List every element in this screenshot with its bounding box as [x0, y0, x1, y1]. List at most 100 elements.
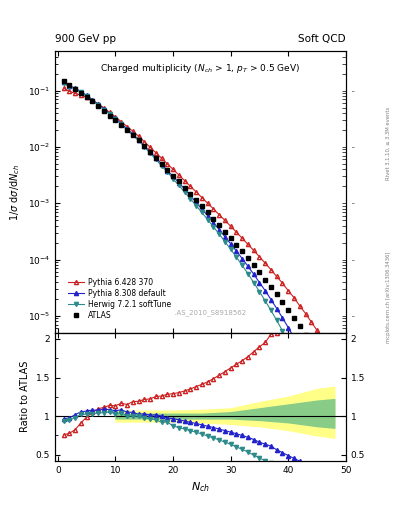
ATLAS	[182, 184, 187, 190]
Herwig 7.2.1 softTune	[222, 239, 227, 245]
Pythia 8.308 default	[309, 367, 314, 373]
Pythia 6.428 370	[269, 267, 274, 273]
Herwig 7.2.1 softTune	[252, 280, 256, 286]
Herwig 7.2.1 softTune	[263, 297, 268, 304]
Pythia 8.308 default	[165, 167, 170, 174]
Text: ATLAS_2010_S8918562: ATLAS_2010_S8918562	[165, 310, 247, 316]
Pythia 6.428 370	[84, 94, 89, 100]
Pythia 6.428 370	[148, 144, 152, 150]
Pythia 8.308 default	[315, 378, 320, 385]
Pythia 6.428 370	[309, 319, 314, 325]
Herwig 7.2.1 softTune	[136, 137, 141, 143]
Herwig 7.2.1 softTune	[234, 254, 239, 260]
Pythia 6.428 370	[119, 119, 124, 125]
Pythia 6.428 370	[246, 241, 250, 247]
ATLAS	[211, 216, 216, 222]
Herwig 7.2.1 softTune	[96, 102, 101, 108]
Pythia 8.308 default	[102, 105, 107, 112]
Herwig 7.2.1 softTune	[153, 156, 158, 162]
ATLAS	[73, 86, 77, 92]
Pythia 8.308 default	[61, 79, 66, 86]
Pythia 8.308 default	[96, 101, 101, 108]
Pythia 8.308 default	[90, 97, 95, 103]
Pythia 8.308 default	[228, 241, 233, 247]
Text: Soft QCD: Soft QCD	[298, 33, 346, 44]
Herwig 7.2.1 softTune	[286, 339, 290, 345]
Pythia 8.308 default	[222, 233, 227, 240]
Pythia 8.308 default	[153, 155, 158, 161]
Pythia 8.308 default	[113, 115, 118, 121]
Pythia 8.308 default	[171, 173, 175, 179]
Pythia 8.308 default	[188, 193, 193, 199]
ATLAS	[107, 113, 112, 119]
Pythia 8.308 default	[84, 92, 89, 98]
Herwig 7.2.1 softTune	[165, 169, 170, 175]
Pythia 8.308 default	[269, 296, 274, 303]
ATLAS	[79, 90, 83, 96]
Y-axis label: Ratio to ATLAS: Ratio to ATLAS	[20, 361, 30, 433]
Pythia 6.428 370	[240, 235, 244, 241]
Pythia 8.308 default	[298, 345, 302, 351]
Text: 900 GeV pp: 900 GeV pp	[55, 33, 116, 44]
Line: ATLAS: ATLAS	[61, 79, 337, 385]
Herwig 7.2.1 softTune	[274, 317, 279, 324]
ATLAS	[130, 132, 135, 138]
Pythia 6.428 370	[303, 310, 308, 316]
Herwig 7.2.1 softTune	[228, 246, 233, 252]
Pythia 8.308 default	[320, 391, 325, 397]
ATLAS	[332, 379, 337, 386]
Pythia 6.428 370	[326, 346, 331, 352]
Herwig 7.2.1 softTune	[73, 86, 77, 92]
Herwig 7.2.1 softTune	[194, 202, 198, 208]
Herwig 7.2.1 softTune	[298, 362, 302, 368]
ATLAS	[153, 155, 158, 161]
Herwig 7.2.1 softTune	[303, 374, 308, 380]
ATLAS	[90, 98, 95, 104]
Herwig 7.2.1 softTune	[102, 106, 107, 113]
ATLAS	[102, 108, 107, 114]
Herwig 7.2.1 softTune	[320, 418, 325, 424]
Pythia 6.428 370	[292, 294, 296, 301]
Herwig 7.2.1 softTune	[176, 182, 181, 188]
Pythia 8.308 default	[194, 199, 198, 205]
Pythia 6.428 370	[298, 303, 302, 309]
Pythia 8.308 default	[234, 248, 239, 254]
Pythia 8.308 default	[286, 325, 290, 331]
Pythia 6.428 370	[194, 189, 198, 195]
Pythia 8.308 default	[107, 111, 112, 117]
Herwig 7.2.1 softTune	[79, 89, 83, 95]
Pythia 8.308 default	[200, 206, 204, 212]
Herwig 7.2.1 softTune	[309, 388, 314, 394]
Herwig 7.2.1 softTune	[257, 288, 262, 294]
Text: mcplots.cern.ch [arXiv:1306.3436]: mcplots.cern.ch [arXiv:1306.3436]	[386, 251, 391, 343]
Pythia 6.428 370	[107, 109, 112, 115]
ATLAS	[326, 369, 331, 375]
Pythia 8.308 default	[274, 306, 279, 312]
Herwig 7.2.1 softTune	[240, 262, 244, 268]
Pythia 6.428 370	[217, 211, 222, 218]
Herwig 7.2.1 softTune	[332, 457, 337, 463]
Pythia 6.428 370	[274, 273, 279, 280]
ATLAS	[194, 197, 198, 203]
ATLAS	[96, 103, 101, 109]
Pythia 6.428 370	[125, 123, 129, 130]
Pythia 8.308 default	[67, 82, 72, 89]
Pythia 8.308 default	[159, 161, 164, 167]
ATLAS	[269, 284, 274, 290]
ATLAS	[246, 255, 250, 262]
Pythia 6.428 370	[79, 92, 83, 98]
ATLAS	[234, 242, 239, 248]
Pythia 6.428 370	[130, 128, 135, 134]
Herwig 7.2.1 softTune	[292, 350, 296, 356]
Pythia 8.308 default	[142, 143, 147, 149]
Pythia 6.428 370	[90, 97, 95, 103]
Herwig 7.2.1 softTune	[326, 436, 331, 442]
Herwig 7.2.1 softTune	[269, 307, 274, 313]
ATLAS	[205, 209, 210, 215]
Pythia 8.308 default	[332, 418, 337, 424]
ATLAS	[280, 299, 285, 305]
Pythia 6.428 370	[142, 139, 147, 145]
Pythia 6.428 370	[286, 288, 290, 294]
Pythia 8.308 default	[263, 288, 268, 294]
Herwig 7.2.1 softTune	[159, 163, 164, 169]
